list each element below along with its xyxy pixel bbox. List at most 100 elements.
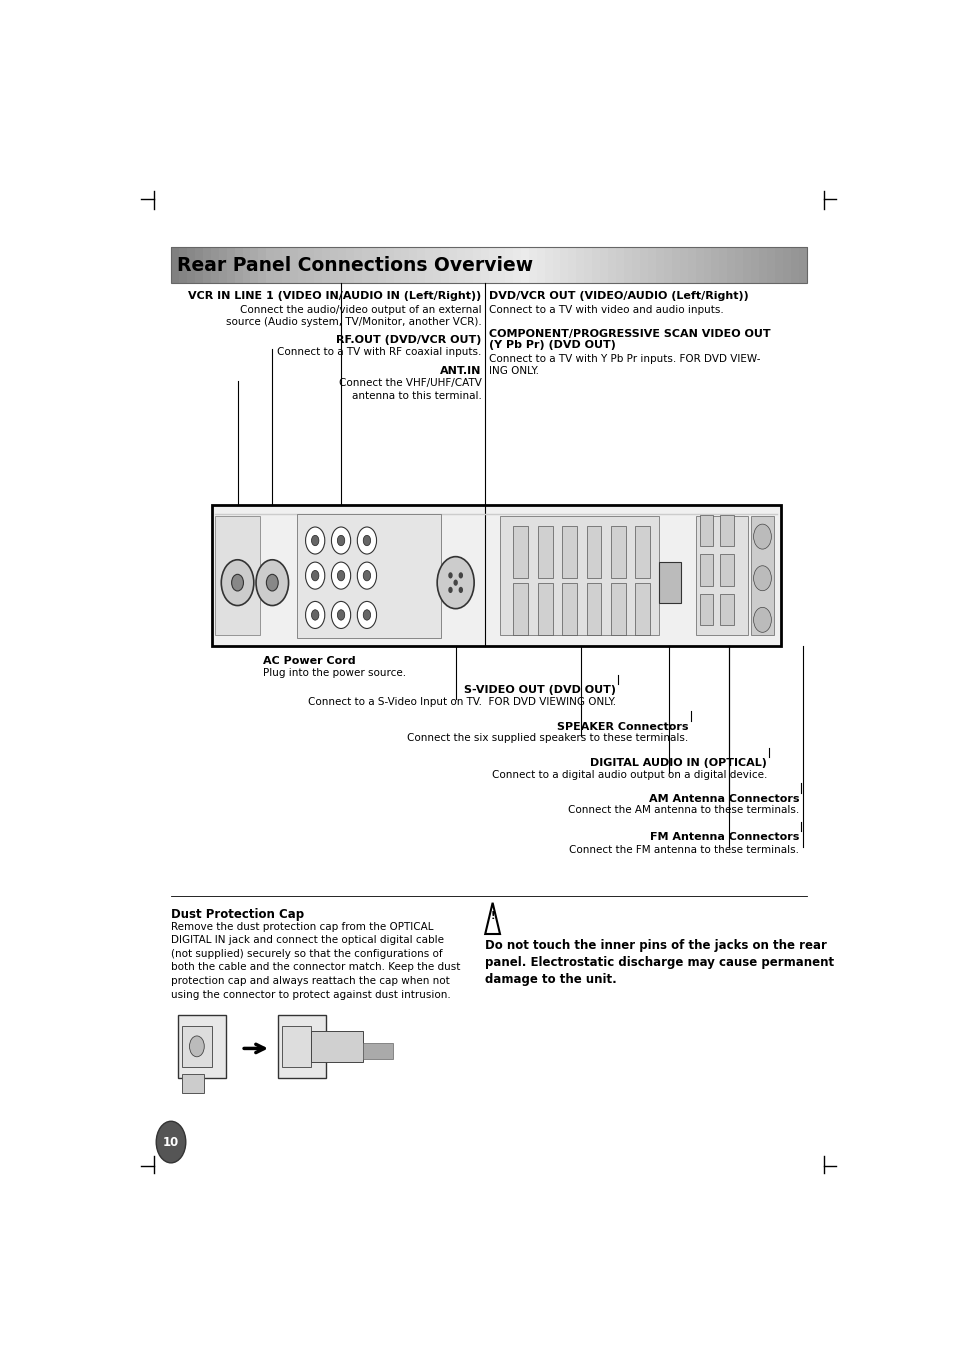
- Bar: [504, 247, 514, 282]
- Bar: [171, 247, 180, 282]
- Bar: [616, 247, 625, 282]
- Bar: [234, 247, 244, 282]
- Circle shape: [305, 527, 324, 554]
- Circle shape: [305, 601, 324, 628]
- Text: Plug into the power source.: Plug into the power source.: [263, 667, 406, 678]
- Bar: [465, 247, 474, 282]
- Circle shape: [232, 574, 243, 590]
- Bar: [759, 247, 768, 282]
- Bar: [735, 247, 744, 282]
- Bar: [227, 247, 235, 282]
- Text: Do not touch the inner pins of the jacks on the rear
panel. Electrostatic discha: Do not touch the inner pins of the jacks…: [485, 939, 834, 986]
- Circle shape: [311, 609, 318, 620]
- Text: AM Antenna Connectors: AM Antenna Connectors: [648, 793, 799, 804]
- Bar: [663, 247, 673, 282]
- Bar: [370, 247, 378, 282]
- Bar: [586, 584, 600, 635]
- Bar: [711, 247, 720, 282]
- Bar: [720, 554, 733, 585]
- Text: Dust Protection Cap: Dust Protection Cap: [171, 908, 304, 921]
- Text: !: !: [490, 912, 495, 921]
- Text: DVD/VCR OUT (VIDEO/AUDIO (Left/Right)): DVD/VCR OUT (VIDEO/AUDIO (Left/Right)): [488, 290, 748, 301]
- Text: RF.OUT (DVD/VCR OUT): RF.OUT (DVD/VCR OUT): [335, 335, 481, 345]
- Bar: [537, 584, 552, 635]
- Bar: [537, 526, 552, 578]
- Bar: [409, 247, 418, 282]
- Bar: [699, 515, 712, 546]
- Circle shape: [266, 574, 278, 590]
- Bar: [782, 247, 792, 282]
- Bar: [251, 247, 259, 282]
- Circle shape: [357, 601, 376, 628]
- Text: COMPONENT/PROGRESSIVE SCAN VIDEO OUT
(Y Pb Pr) (DVD OUT): COMPONENT/PROGRESSIVE SCAN VIDEO OUT (Y …: [488, 328, 770, 350]
- Bar: [306, 247, 315, 282]
- Bar: [576, 247, 585, 282]
- Bar: [296, 513, 440, 638]
- Bar: [497, 247, 506, 282]
- Text: S-VIDEO OUT (DVD OUT): S-VIDEO OUT (DVD OUT): [463, 685, 616, 696]
- Bar: [647, 247, 657, 282]
- Bar: [695, 247, 704, 282]
- Bar: [742, 247, 752, 282]
- Circle shape: [448, 573, 453, 578]
- Text: ANT.IN: ANT.IN: [439, 366, 481, 376]
- Bar: [751, 516, 773, 635]
- Bar: [520, 247, 530, 282]
- Bar: [211, 247, 220, 282]
- Bar: [561, 526, 577, 578]
- Circle shape: [221, 559, 253, 605]
- Bar: [212, 505, 781, 646]
- Circle shape: [753, 608, 771, 632]
- Circle shape: [753, 524, 771, 549]
- Bar: [607, 247, 617, 282]
- Circle shape: [255, 559, 288, 605]
- Bar: [583, 247, 593, 282]
- Bar: [679, 247, 688, 282]
- Circle shape: [337, 570, 344, 581]
- Bar: [671, 247, 680, 282]
- Text: AC Power Cord: AC Power Cord: [263, 657, 355, 666]
- Bar: [696, 516, 747, 635]
- Circle shape: [357, 527, 376, 554]
- Bar: [499, 516, 659, 635]
- Bar: [798, 247, 807, 282]
- Bar: [702, 247, 712, 282]
- Bar: [623, 247, 633, 282]
- Bar: [218, 247, 228, 282]
- Bar: [635, 526, 649, 578]
- Circle shape: [458, 573, 462, 578]
- Bar: [592, 247, 601, 282]
- Bar: [790, 247, 800, 282]
- Circle shape: [337, 609, 344, 620]
- Bar: [194, 247, 204, 282]
- Bar: [635, 584, 649, 635]
- Circle shape: [458, 586, 462, 593]
- Text: Rear Panel Connections Overview: Rear Panel Connections Overview: [176, 255, 533, 274]
- Circle shape: [190, 1036, 204, 1056]
- Text: Connect to a digital audio output on a digital device.: Connect to a digital audio output on a d…: [491, 770, 766, 780]
- Bar: [354, 247, 363, 282]
- Bar: [536, 247, 545, 282]
- Bar: [311, 1031, 363, 1062]
- Text: DIGITAL AUDIO IN (OPTICAL): DIGITAL AUDIO IN (OPTICAL): [589, 758, 766, 769]
- Text: Connect the AM antenna to these terminals.: Connect the AM antenna to these terminal…: [568, 805, 799, 815]
- Bar: [361, 247, 371, 282]
- Text: Connect to a S-Video Input on TV.  FOR DVD VIEWING ONLY.: Connect to a S-Video Input on TV. FOR DV…: [308, 697, 616, 707]
- Text: Connect to a TV with RF coaxial inputs.: Connect to a TV with RF coaxial inputs.: [277, 347, 481, 357]
- Bar: [346, 247, 355, 282]
- Bar: [552, 247, 561, 282]
- Bar: [282, 247, 292, 282]
- Bar: [433, 247, 442, 282]
- Bar: [182, 1025, 212, 1067]
- Bar: [266, 247, 275, 282]
- Bar: [314, 247, 323, 282]
- Bar: [610, 584, 625, 635]
- Bar: [631, 247, 640, 282]
- Circle shape: [448, 586, 453, 593]
- Text: Remove the dust protection cap from the OPTICAL
DIGITAL IN jack and connect the : Remove the dust protection cap from the …: [171, 921, 460, 1000]
- Bar: [449, 247, 458, 282]
- Bar: [544, 247, 554, 282]
- Text: Connect the audio/video output of an external
source (Audio system, TV/Monitor, : Connect the audio/video output of an ext…: [226, 304, 481, 327]
- Bar: [363, 1043, 393, 1059]
- Bar: [699, 594, 712, 626]
